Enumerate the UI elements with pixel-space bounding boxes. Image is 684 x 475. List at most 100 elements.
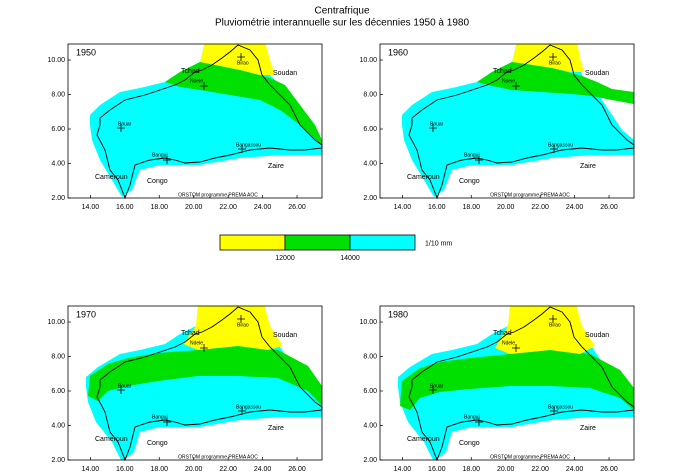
country-label: Tchad — [493, 68, 512, 75]
x-tick-label: 16.00 — [116, 204, 134, 211]
x-tick-label: 18.00 — [463, 466, 481, 473]
y-tick-label: 2.00 — [51, 195, 65, 202]
city-label: Bouar — [430, 121, 444, 127]
plot-frame — [379, 43, 635, 199]
city-marker — [550, 145, 558, 153]
city-label: Bouar — [118, 383, 132, 389]
country-label: Congo — [147, 440, 168, 447]
zone-high — [512, 44, 584, 72]
city-marker — [475, 156, 483, 164]
zones — [398, 306, 634, 460]
x-tick-label: 22.00 — [219, 204, 237, 211]
x-tick-label: 22.00 — [531, 204, 549, 211]
city-label: Bangui — [152, 414, 168, 420]
country-label: Zaire — [268, 163, 284, 170]
city-label: Bouar — [430, 383, 444, 389]
country-label: Cameroun — [407, 436, 440, 443]
city-label: Bangassou — [548, 404, 573, 410]
country-label: Tchad — [181, 330, 200, 337]
subtitle: Pluviométrie interannuelle sur les décen… — [215, 18, 469, 29]
city-label: Birao — [237, 322, 249, 328]
city-marker — [163, 156, 171, 164]
map-panel: 1960 2.00 4.00 6.00 8.00 10.00 14.00 16.00 18.00… — [359, 43, 635, 211]
city-marker — [512, 344, 520, 352]
city-label: Ndele — [190, 340, 203, 346]
y-tick-label: 6.00 — [51, 388, 65, 395]
country-label: Soudan — [273, 332, 297, 339]
city-label: Birao — [549, 60, 561, 66]
country-label: Zaire — [268, 425, 284, 432]
city-marker — [237, 53, 245, 61]
city-marker — [429, 386, 437, 394]
zone-mid — [477, 62, 634, 104]
x-tick-label: 26.00 — [600, 204, 618, 211]
x-tick-label: 26.00 — [288, 466, 306, 473]
y-tick-label: 8.00 — [363, 353, 377, 360]
panel-year: 1970 — [76, 309, 96, 319]
y-tick-label: 2.00 — [51, 457, 65, 464]
city-marker — [429, 124, 437, 132]
city-marker — [238, 145, 246, 153]
y-tick-label: 2.00 — [363, 195, 377, 202]
country-label: Cameroun — [407, 174, 440, 181]
x-tick-label: 16.00 — [428, 204, 446, 211]
zones — [402, 44, 634, 197]
city-label: Bangui — [464, 414, 480, 420]
y-tick-label: 6.00 — [51, 126, 65, 133]
x-tick-label: 20.00 — [185, 204, 203, 211]
city-marker — [200, 82, 208, 90]
city-label: Bangui — [464, 152, 480, 158]
credit: ORSTOM programme PREMA AOC — [178, 454, 258, 460]
legend-swatch — [284, 234, 351, 251]
city-marker — [163, 418, 171, 426]
y-tick-label: 8.00 — [51, 353, 65, 360]
country-label: Zaire — [580, 163, 596, 170]
y-tick-label: 6.00 — [363, 126, 377, 133]
city-label: Birao — [549, 322, 561, 328]
x-tick-label: 26.00 — [600, 466, 618, 473]
title: Centrafrique — [314, 6, 369, 17]
x-tick-label: 14.00 — [394, 466, 412, 473]
y-tick-label: 10.00 — [359, 57, 377, 64]
x-tick-label: 24.00 — [254, 466, 272, 473]
city-label: Bangassou — [236, 142, 261, 148]
x-tick-label: 26.00 — [288, 204, 306, 211]
plot-frame — [379, 305, 635, 461]
y-tick-label: 10.00 — [359, 319, 377, 326]
city-marker — [237, 315, 245, 323]
city-marker — [117, 124, 125, 132]
city-label: Birao — [237, 60, 249, 66]
panel-year: 1950 — [76, 47, 96, 57]
country-label: Cameroun — [95, 436, 128, 443]
zone-mid — [88, 346, 322, 406]
zone-high — [495, 306, 595, 354]
city-marker — [200, 344, 208, 352]
y-tick-label: 4.00 — [363, 422, 377, 429]
city-label: Ndele — [502, 340, 515, 346]
city-marker — [549, 315, 557, 323]
x-tick-label: 18.00 — [151, 204, 169, 211]
legend-swatch — [349, 234, 416, 251]
x-tick-label: 14.00 — [82, 466, 100, 473]
panel-year: 1960 — [388, 47, 408, 57]
credit: ORSTOM programme PREMA AOC — [490, 192, 570, 198]
city-label: Bouar — [118, 121, 132, 127]
country-label: Congo — [459, 440, 480, 447]
y-tick-label: 8.00 — [363, 91, 377, 98]
country-label: Soudan — [585, 332, 609, 339]
city-marker — [512, 82, 520, 90]
legend: 12000 14000 1/10 mm — [219, 234, 452, 262]
map-panel: 1980 2.00 4.00 6.00 8.00 10.00 14.00 16.00 18.00… — [359, 305, 635, 473]
x-tick-label: 20.00 — [497, 204, 515, 211]
x-tick-label: 24.00 — [566, 204, 584, 211]
legend-threshold: 14000 — [340, 255, 360, 262]
legend-swatch — [219, 234, 286, 251]
x-tick-label: 22.00 — [531, 466, 549, 473]
legend-threshold: 12000 — [275, 255, 295, 262]
city-marker — [117, 386, 125, 394]
y-tick-label: 4.00 — [51, 160, 65, 167]
map-panel: 1950 2.00 4.00 6.00 8.00 10.00 14.00 16.00 18.00… — [47, 43, 323, 211]
legend-unit: 1/10 mm — [425, 240, 452, 247]
city-label: Bangassou — [548, 142, 573, 148]
zone-high — [200, 44, 275, 75]
